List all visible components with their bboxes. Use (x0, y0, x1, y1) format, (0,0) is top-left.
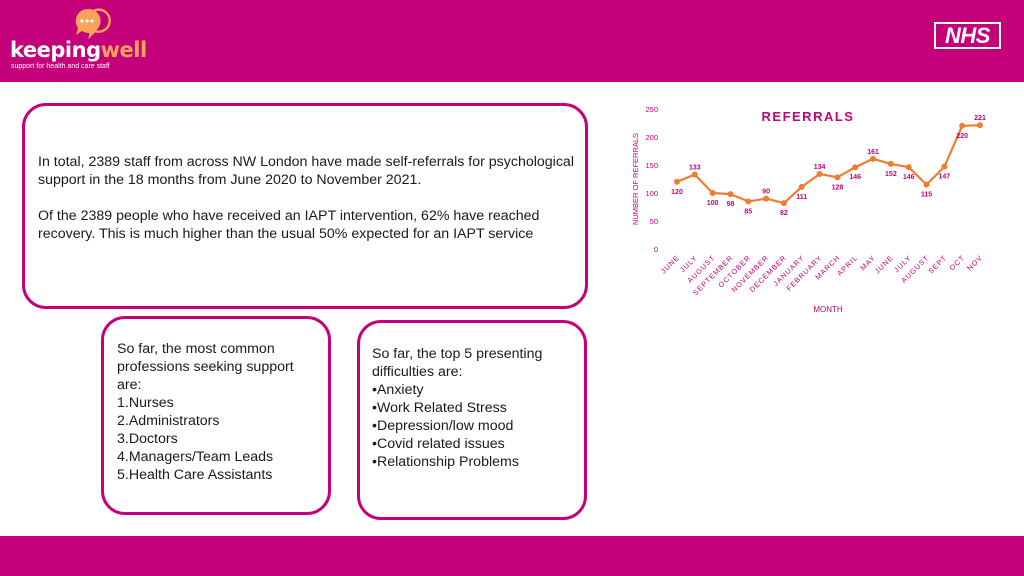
difficulty-item: •Covid related issues (372, 436, 505, 452)
data-point (780, 200, 787, 207)
y-tick-label: 250 (645, 105, 658, 114)
logo-word-well: well (100, 38, 148, 62)
profession-item: 3.Doctors (117, 431, 178, 447)
profession-item: 1.Nurses (117, 395, 174, 411)
data-point (834, 174, 841, 181)
y-tick-label: 150 (645, 161, 658, 170)
y-axis-label: NUMBER OF REFERRALS (631, 133, 640, 225)
header-bar: keepingwell support for health and care … (0, 0, 1024, 82)
difficulties-list: So far, the top 5 presenting difficultie… (372, 345, 577, 471)
profession-item: 4.Managers/Team Leads (117, 449, 274, 465)
data-point (763, 195, 770, 202)
data-label: 133 (689, 165, 701, 172)
data-point (905, 164, 912, 171)
difficulties-intro: So far, the top 5 presenting difficultie… (372, 346, 543, 380)
data-label: 147 (939, 174, 951, 181)
data-label: 161 (867, 149, 879, 156)
keeping-well-logo[interactable]: keepingwell support for health and care … (10, 8, 150, 74)
logo-word-keeping: keeping (10, 38, 101, 62)
x-tick-label: JUNE (873, 253, 895, 275)
x-tick-label: OCT (947, 253, 966, 272)
data-point (887, 160, 894, 167)
data-label: 85 (744, 208, 752, 215)
summary-box: In total, 2389 staff from across NW Lond… (22, 103, 588, 309)
data-label: 98 (727, 201, 735, 208)
nhs-logo[interactable]: NHS (934, 22, 1001, 49)
x-tick-label: JUNE (659, 253, 681, 275)
data-point (691, 171, 698, 178)
data-label: 220 (956, 133, 968, 140)
data-point (852, 164, 859, 171)
y-tick-label: 50 (650, 217, 658, 226)
data-label: 90 (762, 189, 770, 196)
data-point (745, 198, 752, 205)
data-point (727, 191, 734, 198)
difficulty-item: •Work Related Stress (372, 400, 507, 416)
data-label: 152 (885, 171, 897, 178)
data-label: 146 (849, 174, 861, 181)
series-line (676, 124, 981, 205)
x-axis-label: MONTH (813, 305, 843, 314)
speech-bubbles-icon (75, 8, 111, 40)
data-point (923, 181, 930, 188)
data-point (959, 122, 966, 129)
difficulty-item: •Anxiety (372, 382, 424, 398)
professions-box: So far, the most common professions seek… (101, 316, 331, 515)
data-label: 115 (921, 192, 932, 199)
summary-paragraph-2: Of the 2389 people who have received an … (38, 208, 540, 242)
profession-item: 5.Health Care Assistants (117, 467, 273, 483)
difficulty-item: •Relationship Problems (372, 454, 519, 470)
summary-paragraph-1: In total, 2389 staff from across NW Lond… (38, 154, 574, 188)
data-point (816, 170, 823, 177)
professions-intro: So far, the most common professions seek… (117, 341, 294, 393)
data-label: 134 (814, 164, 826, 171)
difficulty-item: •Depression/low mood (372, 418, 514, 434)
data-point (709, 190, 716, 196)
logo-tagline: support for health and care staff (11, 63, 110, 70)
y-tick-label: 0 (654, 245, 658, 254)
data-label: 100 (707, 200, 719, 207)
data-label: 221 (974, 115, 986, 122)
x-tick-label: SEPT (926, 253, 948, 275)
data-label: 120 (671, 189, 683, 196)
data-label: 111 (796, 194, 807, 201)
referrals-line-chart: REFERRALS 0 50 100 150 200 250 NUMBER OF REFERR… (631, 105, 986, 314)
professions-list: So far, the most common professions seek… (117, 340, 322, 484)
data-point (674, 178, 680, 185)
y-tick-label: 100 (645, 189, 658, 198)
data-point (870, 155, 877, 162)
data-point (798, 183, 805, 190)
data-label: 128 (832, 184, 844, 191)
y-tick-label: 200 (645, 133, 658, 142)
x-tick-label: NOV (965, 253, 985, 273)
data-label: 82 (780, 210, 788, 217)
chart-title: REFERRALS (762, 109, 855, 124)
difficulties-box: So far, the top 5 presenting difficultie… (357, 320, 587, 520)
profession-item: 2.Administrators (117, 413, 220, 429)
data-label: 146 (903, 174, 915, 181)
logo-wordmark: keepingwell (10, 38, 147, 62)
footer-bar (0, 536, 1024, 576)
data-point (941, 163, 948, 170)
data-point (977, 122, 983, 129)
